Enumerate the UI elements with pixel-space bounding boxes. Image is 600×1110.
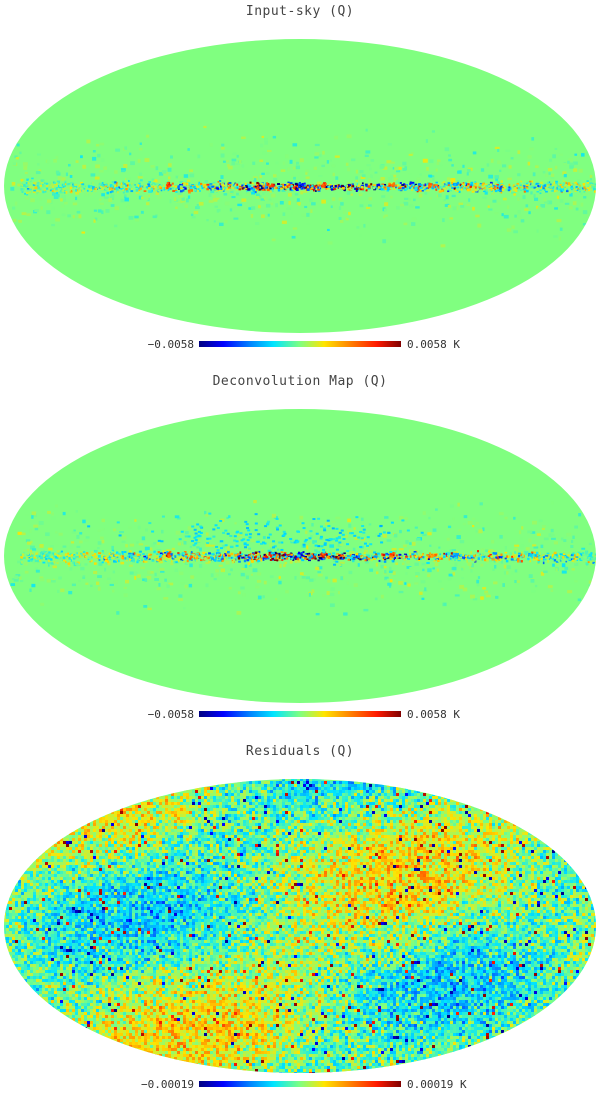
colorbar-min-label: −0.0058 xyxy=(90,338,194,351)
colorbar-max-label: 0.00019 K xyxy=(407,1078,467,1091)
colorbar-max-label: 0.0058 K xyxy=(407,708,460,721)
panel-input-sky: Input-sky (Q) −0.0058 0.0058 K xyxy=(0,0,600,370)
panel-title: Input-sky (Q) xyxy=(0,4,600,19)
colorbar-min-label: −0.0058 xyxy=(90,708,194,721)
panel-residuals: Residuals (Q) −0.00019 0.00019 K xyxy=(0,740,600,1110)
panel-deconvolution-map: Deconvolution Map (Q) −0.0058 0.0058 K xyxy=(0,370,600,740)
colorbar xyxy=(199,341,401,347)
mollweide-map-deconvolution xyxy=(0,408,600,708)
panel-title: Residuals (Q) xyxy=(0,744,600,759)
colorbar xyxy=(199,711,401,717)
colorbar-max-label: 0.0058 K xyxy=(407,338,460,351)
colorbar xyxy=(199,1081,401,1087)
colorbar-min-label: −0.00019 xyxy=(90,1078,194,1091)
mollweide-map-input-sky xyxy=(0,38,600,338)
mollweide-map-residuals xyxy=(0,778,600,1078)
panel-title: Deconvolution Map (Q) xyxy=(0,374,600,389)
